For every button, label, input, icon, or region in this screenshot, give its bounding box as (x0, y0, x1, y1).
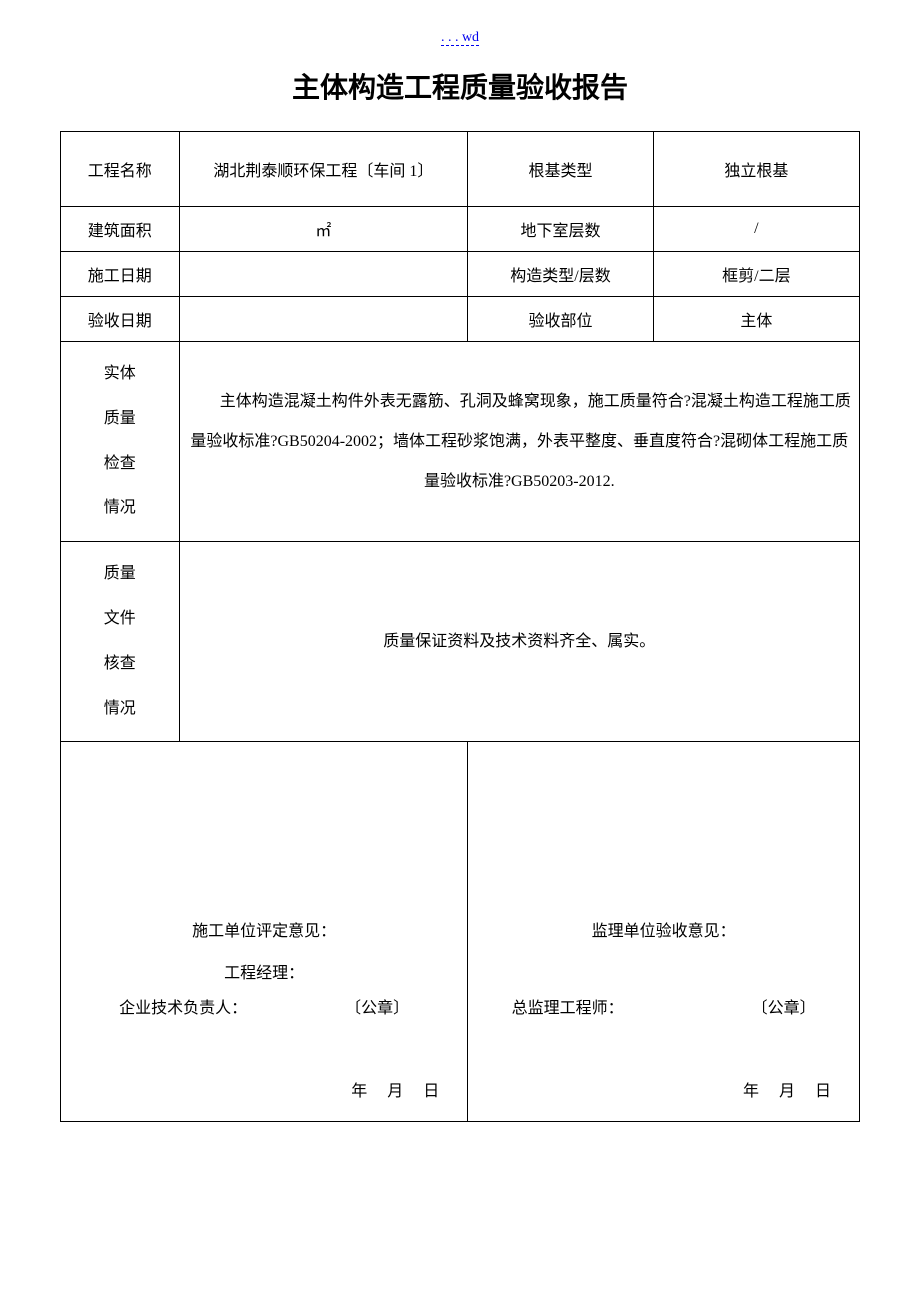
structure-type-value: 框剪/二层 (653, 252, 859, 297)
seal-text: 〔公章〕 (345, 1000, 409, 1017)
table-row: 实体 质量 检查 情况 主体构造混凝土构件外表无露筋、孔洞及蜂窝现象，施工质量符… (61, 342, 860, 542)
inspection-content: 主体构造混凝土构件外表无露筋、孔洞及蜂窝现象，施工质量符合?混凝土构造工程施工质… (179, 342, 859, 542)
table-row: 质量 文件 核查 情况 质量保证资料及技术资料齐全、属实。 (61, 542, 860, 742)
acceptance-part-value: 主体 (653, 297, 859, 342)
basement-floors-value: / (653, 207, 859, 252)
supervision-opinion-cell: 监理单位验收意见： 总监理工程师： 〔公章〕 年 月 日 (468, 742, 860, 1122)
acceptance-date-value (179, 297, 468, 342)
supervision-opinion-title: 监理单位验收意见： (476, 914, 851, 949)
project-name-label: 工程名称 (61, 132, 180, 207)
table-row: 工程名称 湖北荆泰顺环保工程〔车间 1〕 根基类型 独立根基 (61, 132, 860, 207)
table-row: 验收日期 验收部位 主体 (61, 297, 860, 342)
header-link[interactable]: . . . wd (441, 30, 479, 46)
basement-floors-label: 地下室层数 (468, 207, 654, 252)
document-check-label: 质量 文件 核查 情况 (61, 542, 180, 742)
construction-opinion-cell: 施工单位评定意见： 工程经理： 企业技术负责人： 〔公章〕 年 月 日 (61, 742, 468, 1122)
foundation-type-label: 根基类型 (468, 132, 654, 207)
foundation-type-value: 独立根基 (653, 132, 859, 207)
acceptance-date-label: 验收日期 (61, 297, 180, 342)
table-row: 施工单位评定意见： 工程经理： 企业技术负责人： 〔公章〕 年 月 日 监理单位… (61, 742, 860, 1122)
building-area-value: ㎡ (179, 207, 468, 252)
construction-opinion-title: 施工单位评定意见： (69, 914, 459, 949)
acceptance-part-label: 验收部位 (468, 297, 654, 342)
project-manager-label: 工程经理： (76, 956, 452, 991)
date-field: 年 月 日 (351, 1074, 447, 1109)
document-check-content: 质量保证资料及技术资料齐全、属实。 (179, 542, 859, 742)
construction-date-value (179, 252, 468, 297)
report-table: 工程名称 湖北荆泰顺环保工程〔车间 1〕 根基类型 独立根基 建筑面积 ㎡ 地下… (60, 131, 860, 1122)
seal-text: 〔公章〕 (752, 1000, 816, 1017)
header-link-container: . . . wd (60, 30, 860, 46)
project-name-value: 湖北荆泰顺环保工程〔车间 1〕 (179, 132, 468, 207)
building-area-label: 建筑面积 (61, 207, 180, 252)
chief-engineer-label: 总监理工程师： (512, 1000, 624, 1017)
table-row: 施工日期 构造类型/层数 框剪/二层 (61, 252, 860, 297)
construction-date-label: 施工日期 (61, 252, 180, 297)
page-title: 主体构造工程质量验收报告 (60, 66, 860, 106)
inspection-label: 实体 质量 检查 情况 (61, 342, 180, 542)
tech-leader-label: 企业技术负责人： (119, 1000, 247, 1017)
structure-type-label: 构造类型/层数 (468, 252, 654, 297)
table-row: 建筑面积 ㎡ 地下室层数 / (61, 207, 860, 252)
date-field: 年 月 日 (743, 1074, 839, 1109)
